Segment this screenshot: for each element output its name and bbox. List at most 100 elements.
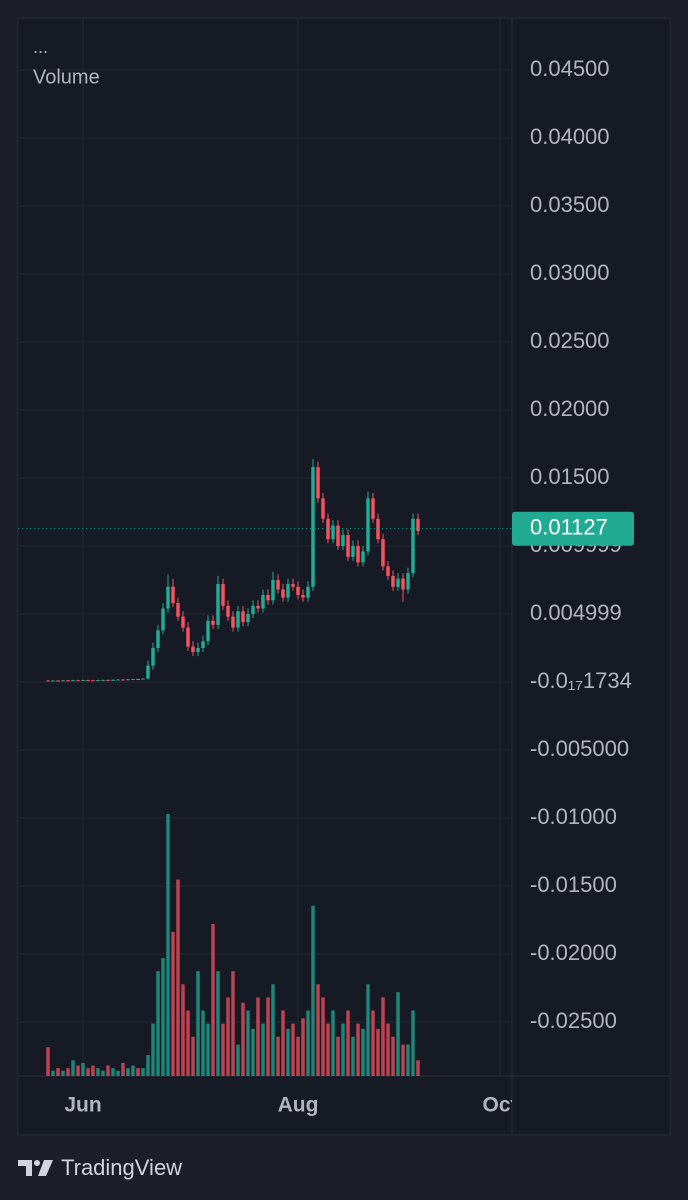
candle-body [291,584,295,587]
candle-body [381,539,385,567]
candle-body [261,594,265,609]
volume-bar [216,971,220,1076]
volume-bar [136,1068,140,1076]
candle-body [271,579,275,601]
candle-body [191,646,195,653]
volume-bar [331,1010,335,1076]
candle-body [106,679,110,681]
candle-body [251,605,255,614]
volume-bar [156,971,160,1076]
candle-body [416,518,420,532]
volume-bar [86,1068,90,1076]
volume-bar [141,1068,145,1076]
volume-bar [296,1036,300,1076]
candle-body [336,525,340,546]
candle-body [396,578,400,587]
y-tick-label: 0.02000 [530,396,610,421]
candle-body [221,584,225,606]
volume-bar [151,1023,155,1076]
y-tick-label: 0.01500 [530,464,610,489]
volume-bar [81,1062,85,1076]
volume-bar [301,1018,305,1076]
volume-bar [201,1010,205,1076]
volume-bar [356,1023,360,1076]
candle-body [61,680,65,682]
y-tick-label: -0.01500 [530,872,617,897]
volume-bar [196,971,200,1076]
volume-bar [186,1010,190,1076]
indicator-label: Volume [33,66,100,88]
y-tick-label: -0.02000 [530,940,617,965]
candle-body [211,620,215,625]
candle-body [181,616,185,628]
y-tick-label: 0.03500 [530,192,610,217]
grid [18,18,512,1076]
candle-body [56,680,60,682]
candle-body [256,605,260,609]
volume-bar [361,1028,365,1076]
candle-body [226,605,230,617]
candle-body [171,586,175,604]
volume-bar [71,1060,75,1076]
candle-body [286,584,290,598]
volume-bar [146,1055,150,1076]
volume-bar [121,1062,125,1076]
menu[interactable]: ... [33,37,48,57]
axes: Jun Aug Oct 0.04500 0.04000 0.03500 0.03000 0.0… [64,56,634,1117]
candle-body [196,647,200,653]
volume-bar [326,1023,330,1076]
volume-bar [306,1010,310,1076]
x-axis: Jun Aug Oct [64,1094,512,1117]
volume-bar [341,1023,345,1076]
candle-body [241,611,245,623]
candle-body [411,518,415,574]
volume-bar [351,1036,355,1076]
volume-bar [76,1065,80,1076]
candle-body [301,594,305,598]
y-tick-label: 0.04500 [530,56,610,81]
candle-body [361,551,365,563]
candle-body [246,613,250,623]
candle-body [111,679,115,681]
x-tick-label: Aug [278,1094,319,1117]
volume-bar [241,1002,245,1076]
candle-body [321,498,325,519]
volume-bar [406,1044,410,1076]
volume-bar [61,1070,65,1076]
candle-body [236,611,240,628]
brand[interactable]: TradingView [61,1155,182,1180]
candle-body [136,678,140,680]
volume-bar [46,1047,50,1076]
candle-body [331,525,335,540]
volume-bar [171,931,175,1076]
y-tick-label: 0.02500 [530,328,610,353]
volume-pane [46,814,420,1076]
volume-bar [311,905,315,1076]
candle-body [116,679,120,681]
candle-body [141,678,145,680]
volume-bar [191,1036,195,1076]
volume-bar [66,1068,70,1076]
volume-bar [366,984,370,1076]
volume-bar [376,1028,380,1076]
y-tick-label: -0.02500 [530,1008,617,1033]
volume-bar [51,1070,55,1076]
candle-body [176,603,180,617]
candle-body [316,467,320,499]
candle-body [146,665,150,679]
candle-body [151,647,155,666]
volume-bar [416,1060,420,1076]
volume-bar [276,1036,280,1076]
candle-body [51,680,55,682]
volume-bar [211,924,215,1076]
x-tick-label: Jun [64,1094,101,1117]
volume-bar [126,1068,130,1076]
candle-body [306,586,310,598]
candle-body [101,679,105,681]
volume-bar [316,984,320,1076]
last-price-badge [512,511,634,546]
volume-bar [221,1023,225,1076]
candle-body [81,680,85,682]
volume-bar [236,1044,240,1076]
